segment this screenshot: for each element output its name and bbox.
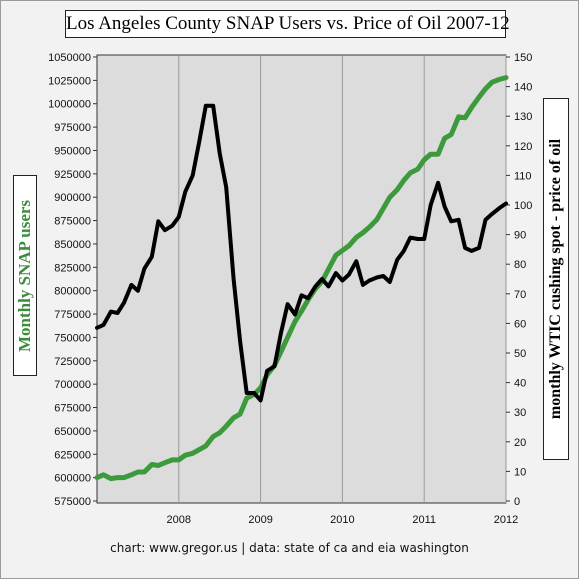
x-tick-label: 2012 (494, 514, 518, 526)
left-tick-label: 1000000 (48, 99, 91, 111)
right-tick-label: 130 (514, 111, 532, 123)
x-tick-label: 2008 (167, 514, 191, 526)
left-axis: 575000 600000 625000 650000 675000 700000 7250… (48, 52, 97, 508)
oil-price-line (95, 103, 508, 403)
left-tick-label: 800000 (54, 286, 91, 298)
left-tick-label: 600000 (54, 473, 91, 485)
left-tick-label: 925000 (54, 169, 91, 181)
left-tick-label: 975000 (54, 122, 91, 134)
left-tick-label: 950000 (54, 145, 91, 157)
left-tick-label: 775000 (54, 309, 91, 321)
x-axis: 2008 2009 2010 2011 2012 (167, 514, 519, 526)
right-tick-label: 120 (514, 141, 532, 153)
series-layer (94, 75, 509, 482)
left-tick-label: 575000 (54, 496, 91, 508)
left-tick-label: 700000 (54, 379, 91, 391)
left-tick-label: 825000 (54, 262, 91, 274)
left-tick-label: 1050000 (48, 52, 91, 64)
left-tick-label: 1025000 (48, 75, 91, 87)
right-tick-label: 110 (514, 170, 532, 182)
left-tick-label: 625000 (54, 449, 91, 461)
left-tick-label: 900000 (54, 192, 91, 204)
snap-users-line (94, 75, 509, 482)
right-axis-label-box: monthly WTIC cushing spot - price of oil (543, 98, 569, 460)
x-tick-label: 2011 (412, 514, 436, 526)
right-tick-label: 150 (514, 52, 532, 64)
right-tick-label: 30 (514, 407, 526, 419)
left-tick-label: 675000 (54, 403, 91, 415)
right-tick-label: 10 (514, 466, 526, 478)
left-tick-label: 750000 (54, 332, 91, 344)
x-tick-label: 2010 (330, 514, 354, 526)
left-axis-label-box: Monthly SNAP users (13, 175, 37, 376)
plot-area (96, 54, 507, 504)
left-tick-label: 650000 (54, 426, 91, 438)
x-tick-label: 2009 (248, 514, 272, 526)
right-tick-label: 100 (514, 200, 532, 212)
right-tick-label: 50 (514, 348, 526, 360)
left-tick-label: 850000 (54, 239, 91, 251)
right-axis: 0 10 20 30 40 50 60 70 80 90 100 110 120 130 140 150 (506, 52, 532, 508)
right-tick-label: 20 (514, 437, 526, 449)
chart-footer: chart: www.gregor.us | data: state of ca… (110, 541, 469, 555)
right-axis-label: monthly WTIC cushing spot - price of oil (547, 138, 564, 420)
left-tick-label: 725000 (54, 356, 91, 368)
right-tick-label: 70 (514, 289, 526, 301)
right-tick-label: 60 (514, 318, 526, 330)
left-axis-label: Monthly SNAP users (15, 199, 34, 352)
right-tick-label: 140 (514, 82, 532, 94)
chart-title: Los Angeles County SNAP Users vs. Price … (65, 10, 510, 38)
left-tick-label: 875000 (54, 216, 91, 228)
right-tick-label: 0 (514, 496, 520, 508)
right-tick-label: 80 (514, 259, 526, 271)
right-tick-label: 40 (514, 378, 526, 390)
right-tick-label: 90 (514, 230, 526, 242)
